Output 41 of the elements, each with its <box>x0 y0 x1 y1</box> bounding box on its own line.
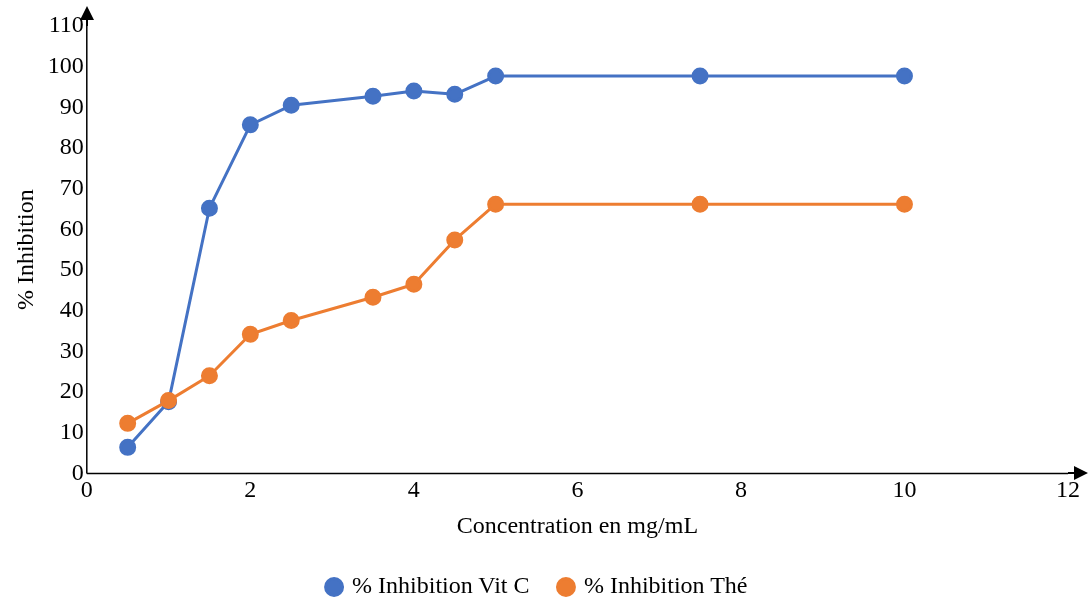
y-tick-label: 10 <box>59 418 84 445</box>
y-tick-label: 50 <box>59 255 84 282</box>
point <box>405 275 423 293</box>
point <box>691 67 709 85</box>
point <box>364 288 382 306</box>
point <box>119 414 137 432</box>
x-axis-title: Concentration en mg/mL <box>456 511 699 538</box>
y-tick-label: 20 <box>59 377 84 404</box>
point <box>446 231 464 249</box>
point <box>241 116 259 134</box>
point <box>446 85 464 103</box>
y-tick-label: 60 <box>59 214 84 241</box>
point <box>895 195 913 213</box>
x-tick-label: 12 <box>1056 476 1080 503</box>
legend-label: % Inhibition Thé <box>583 572 748 599</box>
point <box>241 325 259 343</box>
point <box>282 311 300 329</box>
x-tick-label: 6 <box>571 476 584 503</box>
y-axis-title: % Inhibition <box>11 189 38 311</box>
y-tick-label: 30 <box>59 336 84 363</box>
point <box>282 96 300 114</box>
y-tick-label: 90 <box>59 92 84 119</box>
point <box>487 67 505 85</box>
legend-label: % Inhibition Vit C <box>352 572 530 599</box>
x-tick-label: 4 <box>407 476 420 503</box>
point <box>691 195 709 213</box>
point <box>119 438 137 456</box>
y-tick-label: 100 <box>47 51 84 78</box>
x-tick-label: 8 <box>734 476 747 503</box>
x-tick-label: 10 <box>892 476 917 503</box>
point <box>487 195 505 213</box>
point <box>364 87 382 105</box>
y-tick-label: 110 <box>48 11 84 38</box>
y-tick-label: 80 <box>59 133 84 160</box>
x-tick-label: 2 <box>244 476 257 503</box>
y-tick-label: 40 <box>59 296 84 323</box>
point <box>200 367 218 385</box>
point <box>895 67 913 85</box>
point <box>405 82 423 100</box>
y-tick-label: 70 <box>59 173 84 200</box>
point <box>200 199 218 217</box>
